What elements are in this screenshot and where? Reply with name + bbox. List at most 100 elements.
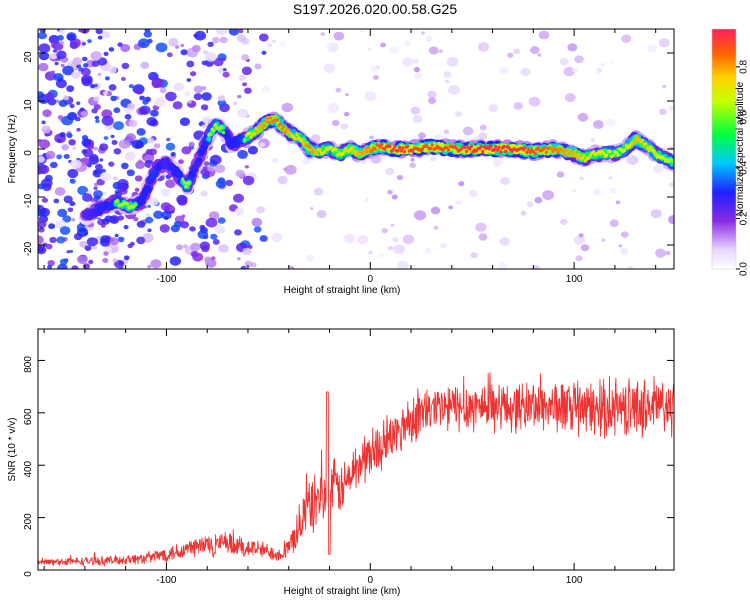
heatmap-cell [207,41,214,47]
heatmap-cell [113,107,121,114]
heatmap-cell [94,115,100,120]
heatmap-cell [88,259,94,265]
heatmap-cell [57,138,61,143]
heatmap-cell [59,132,66,138]
heatmap-cell [62,215,72,223]
heatmap-cell [81,135,89,141]
heatmap-cell [215,29,228,35]
heatmap-cell [284,164,297,175]
heatmap-cell [168,37,179,47]
heatmap-cell [237,257,241,261]
heatmap-cell [601,151,606,155]
heatmap-cell [367,47,372,51]
heatmap-cell [193,93,203,101]
heatmap-cell [443,71,452,78]
heatmap-cell [110,95,117,102]
heatmap-cell [404,40,411,46]
heatmap-cell [62,65,74,76]
heatmap-cell [464,149,469,154]
heatmap-cell [205,52,217,62]
heatmap-cell [200,104,209,111]
heatmap-cell [175,170,184,179]
heatmap-cell [49,52,58,60]
heatmap-cell [103,51,109,57]
heatmap-cell [70,159,82,169]
spectrogram-y-tick-label: 0 [23,150,34,156]
heatmap-cell [101,115,114,126]
heatmap-cell [207,165,215,172]
heatmap-cell [411,149,415,153]
heatmap-cell [574,55,584,64]
heatmap-cell [241,66,252,76]
heatmap-cell [379,253,384,258]
heatmap-cell [238,29,244,34]
heatmap-cell [593,120,604,129]
heatmap-cell [217,95,226,102]
heatmap-cell [378,145,382,149]
heatmap-cell [180,43,185,48]
heatmap-cell [538,30,550,40]
heatmap-cell [38,156,46,163]
heatmap-cell [144,185,153,194]
heatmap-cell [575,255,583,262]
heatmap-cell [492,148,496,152]
colorbar-tick-label: 0.2 [739,211,750,225]
heatmap-cell [601,238,606,243]
heatmap-cell [153,143,161,149]
heatmap-cell [502,144,506,149]
heatmap-cell [335,87,342,93]
heatmap-cell [127,243,133,249]
heatmap-cell [225,179,234,187]
spectrogram-x-tick-label: 100 [566,274,583,285]
heatmap-cell [111,140,118,145]
heatmap-cell [147,137,155,144]
heatmap-cell [113,121,124,131]
heatmap-cell [504,149,508,154]
heatmap-cell [102,191,108,196]
heatmap-cell [125,133,136,142]
heatmap-cell [605,153,609,157]
heatmap-cell [259,122,263,127]
heatmap-cell [327,42,339,53]
heatmap-cell [66,250,71,254]
heatmap-cell [181,214,186,218]
heatmap-cell [592,150,596,154]
heatmap-cell [406,144,410,149]
heatmap-cell [57,263,68,269]
heatmap-cell [587,156,591,160]
snr-y-tick-label: 800 [23,356,34,373]
heatmap-cell [401,57,414,67]
heatmap-cell [92,169,103,178]
heatmap-cell [45,92,55,100]
heatmap-cell [475,222,487,232]
heatmap-cell [191,44,201,53]
heatmap-cell [217,68,225,74]
heatmap-cell [217,217,226,224]
heatmap-cell [462,126,474,136]
heatmap-cell [160,202,172,211]
heatmap-cell [439,242,447,249]
heatmap-cell [123,255,130,261]
heatmap-cell [575,156,580,160]
heatmap-cell [254,63,262,70]
heatmap-cell [47,260,55,267]
heatmap-cell [39,29,46,33]
heatmap-cell [217,99,227,107]
heatmap-cell [658,38,670,48]
heatmap-cell [448,205,453,210]
heatmap-cell [430,143,434,147]
heatmap-cell [282,124,286,129]
heatmap-cell [314,151,319,156]
heatmap-cell [259,235,268,242]
heatmap-cell [295,132,299,136]
heatmap-cell [428,97,437,104]
heatmap-cell [499,150,503,154]
heatmap-cell [259,142,266,147]
heatmap-cell [261,126,265,131]
heatmap-cell [221,130,226,135]
heatmap-cell [616,153,620,157]
heatmap-cell [143,30,152,38]
heatmap-cell [424,248,432,254]
heatmap-cell [262,123,266,128]
heatmap-cell [38,43,51,54]
